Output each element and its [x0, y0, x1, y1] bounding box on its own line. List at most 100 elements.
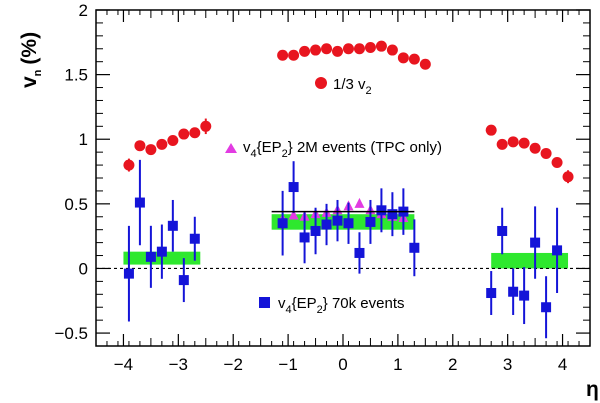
annotation-v4-tpc-text-ep: {EP: [257, 139, 282, 156]
v4-70k-point: [134, 197, 145, 208]
annotation-v4-70k-text-ep: {EP: [292, 295, 317, 312]
v4-70k-point: [343, 218, 354, 229]
v4-70k-point: [332, 215, 343, 226]
axis-ticks: [95, 9, 591, 347]
v4-70k-point: [156, 246, 167, 257]
x-tick-label: 4: [558, 355, 567, 374]
v2-point: [397, 52, 409, 64]
y-axis-title-sub: n: [32, 69, 44, 76]
annotation-v2-text-main: 1/3 v: [333, 76, 366, 93]
v2-point: [529, 142, 541, 154]
v2-point: [200, 120, 212, 132]
v2-point: [277, 49, 289, 61]
v4-70k-point: [354, 247, 365, 258]
v4-70k-point: [409, 242, 420, 253]
annotation-v4-tpc-text-sub2: 2: [282, 148, 288, 160]
v4-70k-point: [288, 182, 299, 193]
v2-point: [288, 49, 300, 61]
v2-point: [562, 171, 574, 183]
v4-70k-point: [486, 288, 497, 299]
annotation-v4-tpc: v4{EP2} 2M events (TPC only): [225, 139, 442, 160]
annotations: 1/3 v2 v4{EP2} 2M events (TPC only) v4{E…: [225, 76, 442, 316]
v4-70k-point: [145, 251, 156, 262]
x-tick-label: −4: [114, 355, 133, 374]
annotation-v2-text-sub: 2: [366, 85, 372, 97]
v2-point: [321, 43, 333, 55]
v2-point: [332, 45, 344, 57]
v2-point: [408, 53, 420, 65]
annotation-v4-70k-text-v: v: [278, 295, 286, 312]
annotation-v2-text: 1/3 v2: [333, 76, 372, 97]
v2-point: [156, 138, 168, 150]
v2-point: [551, 156, 563, 168]
v2-point: [167, 135, 179, 147]
annotation-v4-70k-text-tail: } 70k events: [323, 295, 405, 312]
v2-point: [386, 44, 398, 56]
v4-tpc-point: [354, 197, 365, 208]
v4-70k-point: [277, 218, 288, 229]
v2-point: [123, 159, 135, 171]
v2-point: [518, 137, 530, 149]
v2-point: [299, 45, 311, 57]
annotation-v2-marker: [315, 77, 327, 89]
y-tick-label: 0: [79, 259, 88, 278]
v4-70k-point: [387, 209, 398, 220]
v2-point: [342, 43, 354, 55]
data-markers: [123, 40, 574, 339]
v4-70k-point: [123, 268, 134, 279]
y-tick-label: −0.5: [54, 324, 88, 343]
v2-point: [496, 138, 508, 150]
x-tick-label: 3: [503, 355, 512, 374]
y-axis-title: vn (%): [18, 32, 44, 88]
v2-point: [540, 147, 552, 159]
annotation-v4-tpc-text: v4{EP2} 2M events (TPC only): [243, 139, 442, 160]
v4-70k-point: [376, 205, 387, 216]
v4-tpc-point: [288, 209, 299, 220]
v4-70k-point: [299, 232, 310, 243]
v2-point: [353, 43, 365, 55]
annotation-v4-70k: v4{EP2} 70k events: [259, 295, 405, 316]
annotation-v4-tpc-text-v: v: [243, 139, 251, 156]
axis-tick-labels: −4 −3 −2 −1 0 1 2 3 4 −0.5 0 0.5 1 1.5 2: [54, 1, 567, 374]
v4-70k-point: [541, 302, 552, 313]
v4-70k-point: [321, 219, 332, 230]
v2-point: [364, 41, 376, 53]
x-tick-label: −3: [169, 355, 188, 374]
v4-70k-point: [497, 225, 508, 236]
annotation-v4-tpc-text-sub: 4: [251, 148, 257, 160]
x-tick-label: 1: [393, 355, 402, 374]
v4-70k-point: [167, 220, 178, 231]
y-tick-label: 0.5: [64, 195, 88, 214]
v2-point: [485, 124, 497, 136]
x-tick-label: 2: [448, 355, 457, 374]
annotation-v2: 1/3 v2: [315, 76, 372, 97]
x-tick-label: 0: [338, 355, 347, 374]
x-tick-label: −2: [224, 355, 243, 374]
annotation-v4-70k-text-sub: 4: [286, 304, 292, 316]
v4-70k-point: [310, 225, 321, 236]
v2-point: [310, 44, 322, 56]
v4-70k-point: [365, 216, 376, 227]
v2-point: [134, 140, 146, 152]
v2-point: [145, 144, 157, 156]
x-axis-title: η: [586, 378, 599, 401]
v2-point: [507, 136, 519, 148]
y-tick-label: 1: [79, 130, 88, 149]
annotation-v4-70k-text: v4{EP2} 70k events: [278, 295, 405, 316]
green-systematic-band: [491, 252, 569, 269]
annotation-v4-70k-text-sub2: 2: [317, 304, 323, 316]
annotation-v4-70k-marker: [259, 297, 270, 308]
v2-point: [189, 127, 201, 139]
v2-point: [178, 128, 190, 140]
annotation-v4-tpc-text-tail: } 2M events (TPC only): [288, 139, 442, 156]
annotation-v4-tpc-marker: [225, 143, 237, 153]
v2-point: [419, 58, 431, 70]
v4-70k-point: [508, 286, 519, 297]
y-tick-label: 1.5: [64, 66, 88, 85]
v4-70k-point: [189, 233, 200, 244]
y-axis-title-unit: (%): [18, 32, 41, 65]
v4-70k-point: [552, 245, 563, 256]
y-tick-label: 2: [79, 1, 88, 20]
v4-70k-point: [519, 290, 530, 301]
